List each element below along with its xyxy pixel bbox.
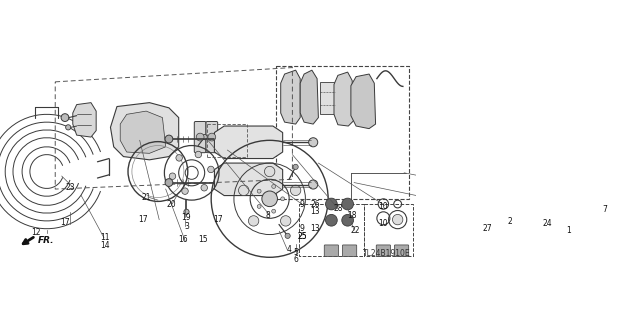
Circle shape — [184, 209, 189, 214]
Text: 27: 27 — [483, 224, 492, 233]
Text: 3: 3 — [184, 222, 189, 231]
Circle shape — [169, 173, 176, 180]
Circle shape — [291, 185, 301, 196]
Polygon shape — [120, 111, 166, 153]
Circle shape — [182, 188, 188, 194]
FancyBboxPatch shape — [342, 245, 356, 257]
Circle shape — [165, 179, 173, 187]
Text: 17: 17 — [213, 215, 223, 224]
Circle shape — [208, 133, 216, 141]
Circle shape — [342, 214, 353, 226]
Text: 5: 5 — [293, 248, 298, 256]
Text: 25: 25 — [298, 232, 307, 241]
Circle shape — [239, 185, 249, 196]
Text: 9: 9 — [300, 199, 305, 209]
FancyBboxPatch shape — [324, 245, 339, 257]
Circle shape — [66, 125, 71, 130]
Text: 15: 15 — [198, 234, 207, 244]
Circle shape — [196, 133, 204, 141]
Circle shape — [176, 155, 182, 161]
Text: 10: 10 — [379, 202, 388, 211]
Text: 24: 24 — [542, 219, 552, 228]
Circle shape — [308, 138, 317, 147]
Text: 2: 2 — [508, 217, 513, 226]
Polygon shape — [300, 70, 318, 124]
FancyBboxPatch shape — [195, 122, 206, 153]
Text: 21: 21 — [141, 193, 151, 202]
Text: 1: 1 — [566, 226, 571, 234]
Polygon shape — [214, 163, 283, 196]
Text: 18: 18 — [348, 211, 357, 220]
Circle shape — [264, 166, 275, 177]
Circle shape — [281, 197, 285, 201]
Polygon shape — [320, 82, 335, 114]
Text: 4: 4 — [287, 245, 292, 254]
Circle shape — [61, 114, 69, 122]
Circle shape — [257, 189, 261, 193]
Polygon shape — [334, 72, 353, 126]
Polygon shape — [214, 126, 283, 159]
Circle shape — [207, 166, 214, 173]
Polygon shape — [73, 103, 96, 137]
Circle shape — [342, 198, 353, 210]
FancyBboxPatch shape — [206, 122, 218, 153]
Text: 19: 19 — [182, 212, 191, 221]
Text: 26: 26 — [310, 199, 320, 209]
Text: 20: 20 — [166, 199, 176, 209]
Circle shape — [272, 184, 276, 189]
Circle shape — [248, 216, 259, 226]
Text: 22: 22 — [351, 226, 360, 234]
Text: 25: 25 — [298, 232, 307, 241]
Text: TL24B1910E: TL24B1910E — [363, 249, 411, 258]
Circle shape — [392, 214, 403, 225]
Circle shape — [280, 216, 291, 226]
Text: 23: 23 — [65, 182, 75, 192]
Circle shape — [201, 184, 207, 191]
Text: FR.: FR. — [38, 236, 54, 245]
Polygon shape — [351, 74, 376, 129]
Text: 10: 10 — [379, 219, 388, 228]
Polygon shape — [111, 103, 179, 160]
Circle shape — [308, 180, 317, 189]
Circle shape — [272, 209, 276, 213]
Circle shape — [326, 214, 337, 226]
FancyBboxPatch shape — [376, 245, 390, 257]
Text: 8: 8 — [266, 211, 270, 220]
Circle shape — [257, 204, 261, 208]
Text: 17: 17 — [60, 218, 70, 227]
Text: 7: 7 — [602, 205, 607, 214]
Polygon shape — [281, 70, 300, 124]
Circle shape — [285, 233, 290, 238]
Circle shape — [165, 135, 173, 143]
Text: 9: 9 — [300, 224, 305, 233]
Text: 14: 14 — [100, 241, 110, 250]
Text: 13: 13 — [310, 207, 320, 216]
Circle shape — [202, 135, 207, 140]
Circle shape — [262, 191, 278, 207]
Text: 12: 12 — [31, 228, 40, 237]
Circle shape — [195, 151, 202, 158]
Text: 16: 16 — [179, 235, 188, 244]
Text: 17: 17 — [138, 215, 148, 224]
Circle shape — [326, 198, 337, 210]
Text: 6: 6 — [293, 255, 298, 264]
FancyBboxPatch shape — [394, 245, 409, 257]
Text: 13: 13 — [310, 224, 320, 233]
Text: 11: 11 — [100, 233, 110, 242]
Circle shape — [293, 164, 298, 169]
Text: 28: 28 — [333, 204, 342, 213]
